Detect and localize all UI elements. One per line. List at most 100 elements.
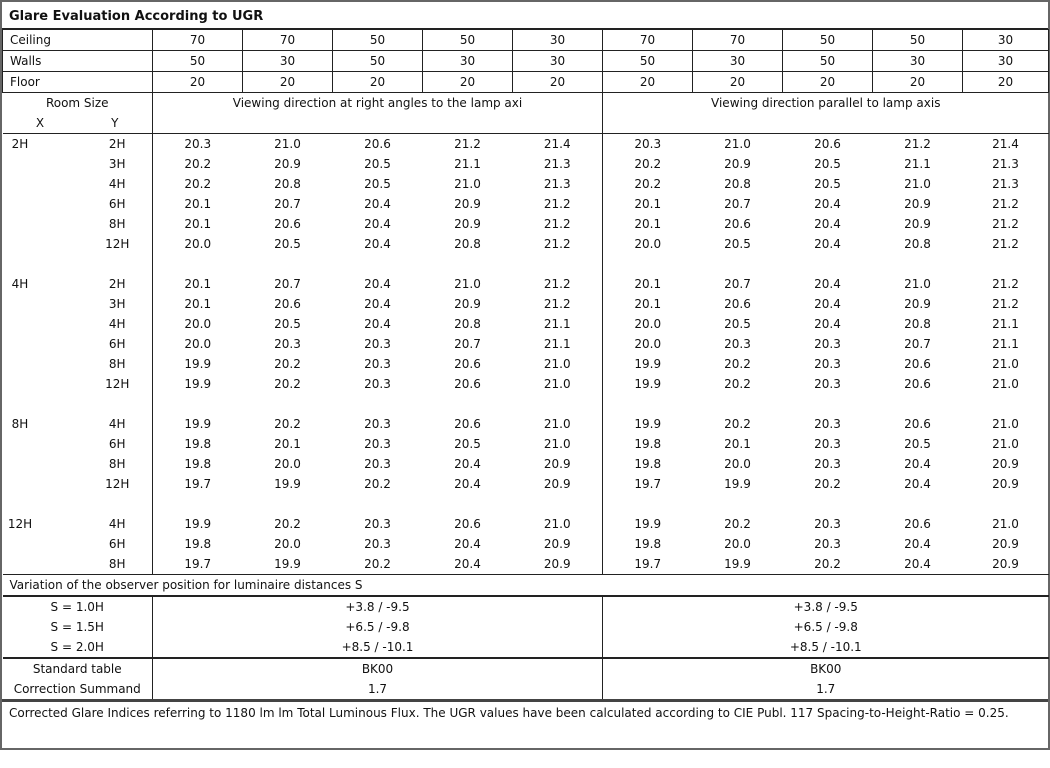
ugr-value: 21.2: [454, 137, 481, 151]
ugr-value: 20.8: [904, 317, 931, 331]
room-y: 4H: [108, 517, 126, 531]
ugr-value: 20.5: [364, 157, 391, 171]
table-row: 4H 20.0 20.5 20.4 20.8 21.1 20.0 20.5 20.4 20.8 21…: [3, 314, 1049, 334]
room-x: [3, 314, 78, 334]
room-y: 2H: [108, 277, 126, 291]
reflectance-value: 20: [422, 71, 513, 93]
reflectance-value: 20: [512, 71, 603, 93]
ugr-value: 21.1: [543, 317, 571, 331]
ugr-value: 20.6: [274, 297, 301, 311]
ugr-value: 19.8: [152, 454, 243, 474]
ugr-value: 19.9: [152, 374, 243, 394]
ugr-value: 20.7: [724, 277, 751, 291]
ugr-value: 20.1: [152, 274, 243, 294]
room-x: [3, 174, 78, 194]
ugr-value: 19.8: [602, 454, 693, 474]
reflectance-value: 20: [872, 71, 963, 93]
ugr-value: 21.3: [543, 157, 571, 171]
table-row: Variation of the observer position for l…: [2, 574, 1049, 597]
room-y: 12H: [105, 377, 130, 391]
ugr-value: 20.4: [364, 217, 391, 231]
ugr-value: 20.4: [454, 457, 481, 471]
ugr-value: 21.0: [454, 277, 481, 291]
ugr-value: 21.3: [992, 177, 1019, 191]
ugr-value: 19.9: [152, 414, 243, 434]
spacer: [602, 494, 1049, 514]
table-row: 6H 19.8 20.1 20.3 20.5 21.0 19.8 20.1 20.3 20.5 21…: [3, 434, 1049, 454]
ugr-value: 21.1: [992, 317, 1019, 331]
ugr-value: 19.7: [602, 474, 693, 494]
ugr-value: 21.1: [992, 337, 1019, 351]
ugr-value: 21.4: [543, 137, 571, 151]
ugr-value: 21.1: [904, 157, 931, 171]
ugr-value: 20.4: [904, 537, 931, 551]
ugr-value: 20.8: [724, 177, 751, 191]
table-row: 12H 20.0 20.5 20.4 20.8 21.2 20.0 20.5 20.4 20.8 2…: [3, 234, 1049, 254]
ugr-value: 19.9: [602, 374, 693, 394]
ugr-value: 21.0: [543, 417, 571, 431]
ugr-value: 19.8: [602, 534, 693, 554]
reflectance-value: 30: [872, 50, 963, 72]
ugr-value: 20.9: [992, 557, 1019, 571]
spacer: [152, 394, 603, 414]
ugr-value: 21.0: [992, 417, 1019, 431]
ugr-value: 19.9: [274, 477, 301, 491]
variation-title: Variation of the observer position for l…: [9, 578, 363, 592]
reflectance-value: 70: [602, 29, 693, 51]
ugr-value: 20.4: [454, 537, 481, 551]
ugr-value: 20.6: [904, 517, 931, 531]
variation-right-angles: +8.5 / -10.1: [152, 637, 603, 658]
reflectance-value: 50: [782, 50, 873, 72]
ugr-value: 20.3: [364, 377, 391, 391]
table-row: 8H 4H 19.9 20.2 20.3 20.6 21.0 19.9 20.2 20.3 20.6…: [3, 414, 1049, 434]
ugr-value: 20.3: [814, 517, 841, 531]
ugr-value: 20.1: [602, 194, 693, 214]
ugr-value: 21.2: [543, 217, 571, 231]
ugr-value: 20.9: [904, 217, 931, 231]
ugr-value: 20.4: [454, 557, 481, 571]
ugr-value: 20.9: [992, 477, 1019, 491]
ugr-value: 21.0: [454, 177, 481, 191]
ugr-value: 19.8: [152, 534, 243, 554]
table-row: 3H 20.2 20.9 20.5 21.1 21.3 20.2 20.9 20.5 21.1 21…: [3, 154, 1049, 174]
table-row: [3, 494, 1049, 514]
ugr-value: 21.4: [992, 137, 1019, 151]
ugr-value: 19.9: [602, 414, 693, 434]
standard-label: Standard table: [32, 662, 122, 676]
ugr-value: 21.0: [724, 137, 751, 151]
ugr-value: 20.9: [543, 537, 571, 551]
table-row: 12H 19.9 20.2 20.3 20.6 21.0 19.9 20.2 20.3 20.6 2…: [3, 374, 1049, 394]
ugr-value: 20.4: [814, 217, 841, 231]
ugr-value: 20.4: [364, 277, 391, 291]
table-row: 8H 20.1 20.6 20.4 20.9 21.2 20.1 20.6 20.4 20.9 21…: [3, 214, 1049, 234]
variation-right-angles: +6.5 / -9.8: [152, 617, 603, 637]
table-row: 2H 2H 20.3 21.0 20.6 21.2 21.4 20.3 21.0 20.6 21.2…: [2, 133, 1049, 154]
ugr-value: 20.7: [274, 197, 301, 211]
ugr-value: 21.2: [992, 217, 1019, 231]
ugr-value: 20.4: [904, 457, 931, 471]
ugr-value: 20.4: [814, 297, 841, 311]
ugr-value: 19.9: [152, 514, 243, 534]
ugr-value: 20.4: [364, 297, 391, 311]
ugr-value: 20.6: [454, 377, 481, 391]
ugr-value: 20.1: [602, 274, 693, 294]
ugr-value: 20.2: [364, 477, 391, 491]
footer-note: Corrected Glare Indices referring to 118…: [2, 699, 1048, 768]
table-row: 8H 19.9 20.2 20.3 20.6 21.0 19.9 20.2 20.3 20.6 21…: [3, 354, 1049, 374]
room-x: [3, 554, 78, 575]
ugr-value: 21.0: [904, 277, 931, 291]
room-y: 6H: [108, 197, 126, 211]
room-x: [3, 534, 78, 554]
ugr-value: 20.6: [274, 217, 301, 231]
ugr-value: 20.8: [904, 237, 931, 251]
ugr-value: 20.0: [152, 334, 243, 354]
ugr-value: 21.0: [274, 137, 301, 151]
spacer: [3, 494, 153, 514]
ugr-value: 20.4: [454, 477, 481, 491]
ugr-value: 21.0: [543, 517, 571, 531]
table-row: [3, 394, 1049, 414]
table-row: S = 1.0H +3.8 / -9.5 +3.8 / -9.5: [2, 596, 1049, 617]
table-row: 12H 4H 19.9 20.2 20.3 20.6 21.0 19.9 20.2 20.3 20.…: [3, 514, 1049, 534]
ugr-value: 20.0: [274, 457, 301, 471]
reflectance-value: 30: [422, 50, 513, 72]
